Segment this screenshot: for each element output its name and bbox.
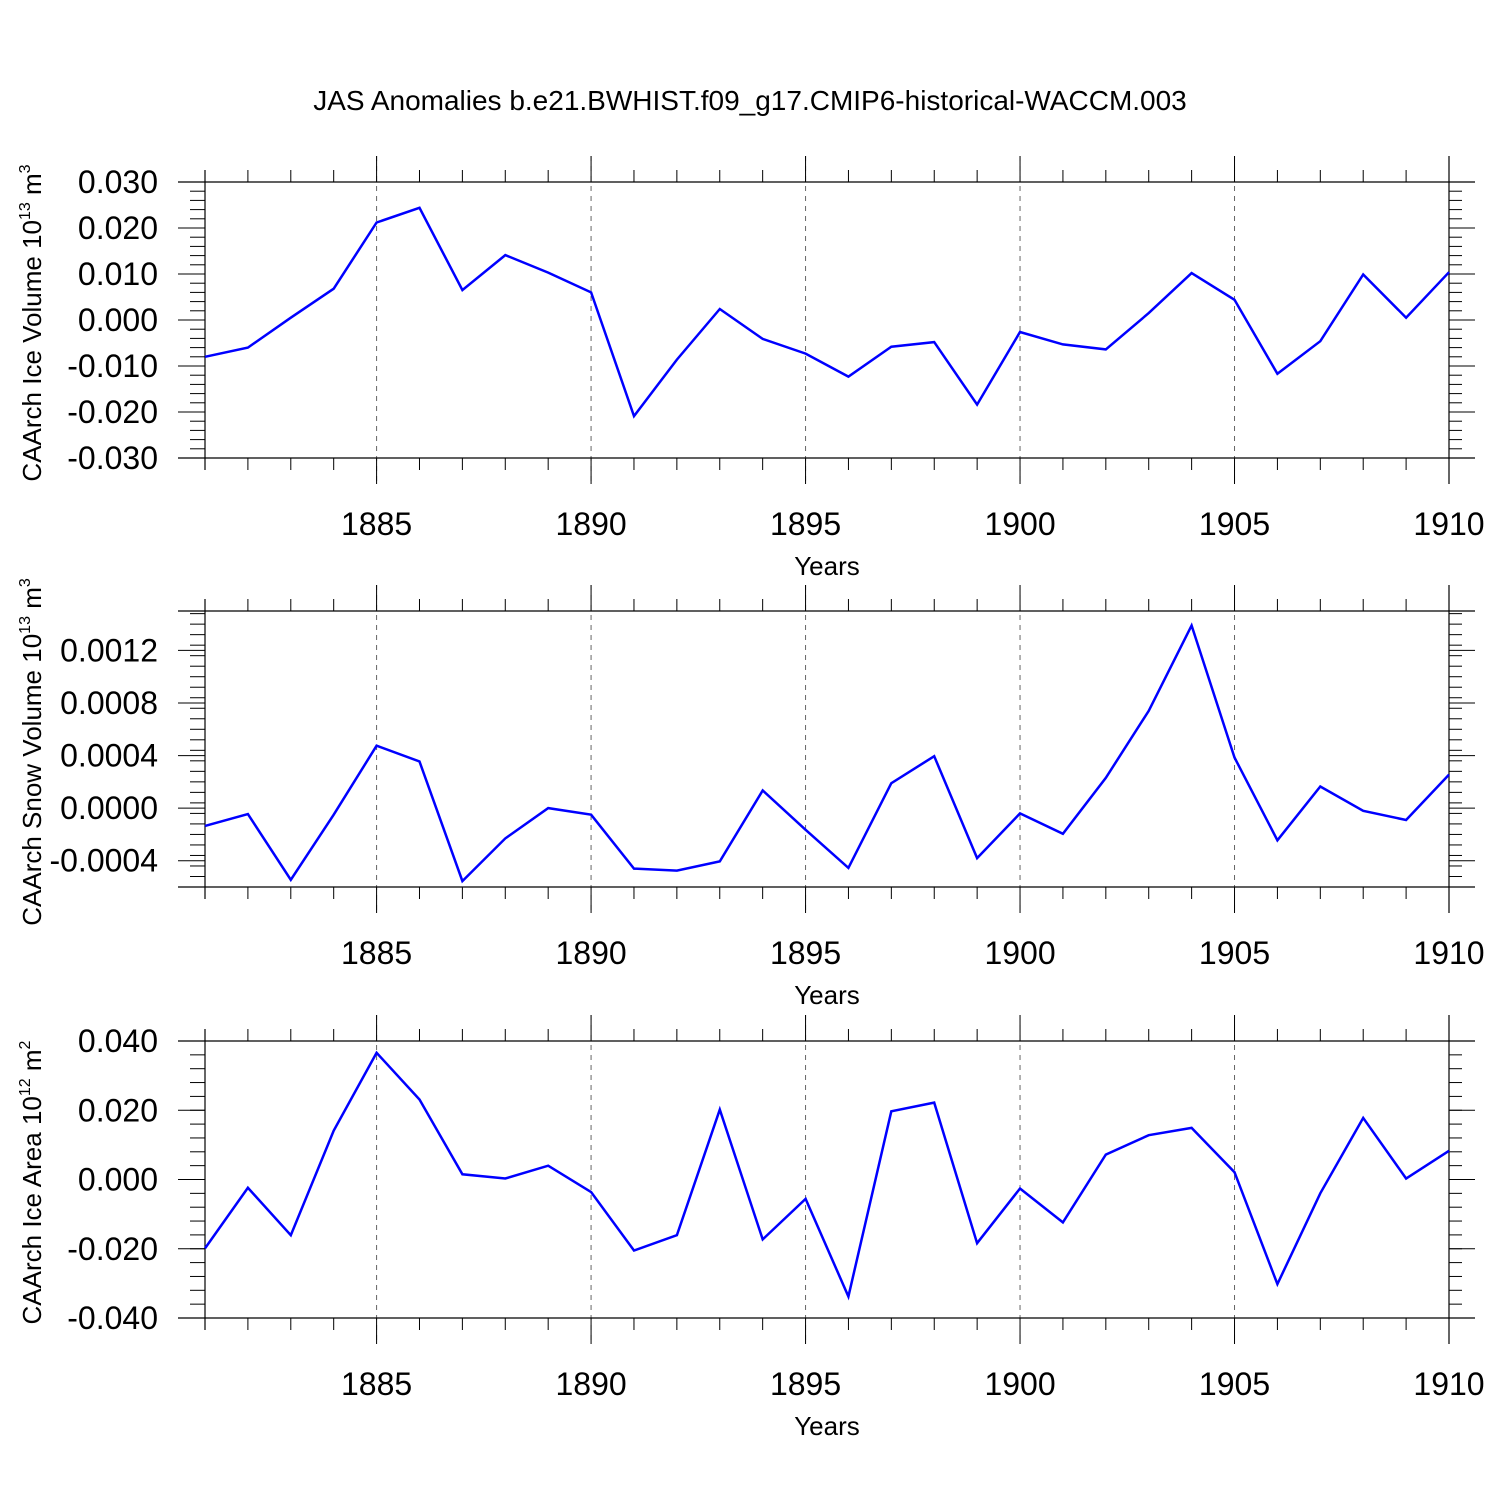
y-tick-label: 0.0008 (60, 685, 158, 721)
panel-2: -0.0004 0.0000 0.0004 0.0008 0.0012 1885 1890 1… (17, 578, 1485, 1010)
x-tick-label: 1905 (1199, 1366, 1270, 1402)
x-tick-label: 1895 (770, 935, 841, 971)
y-tick-label: 0.0004 (60, 738, 158, 774)
series-line (204, 206, 1450, 419)
x-tick-label: 1885 (341, 935, 412, 971)
y-tick-label: -0.010 (67, 348, 158, 384)
y-tick-label: -0.020 (67, 394, 158, 430)
y-tick-label: 0.0000 (60, 790, 158, 826)
x-axis-label: Years (794, 980, 860, 1010)
y-tick-label: 0.000 (78, 1162, 158, 1198)
y-axis-label: CAArch Ice Volume 1013 m3 (17, 164, 47, 481)
x-tick-label: 1905 (1199, 935, 1270, 971)
y-tick-label: 0.040 (78, 1023, 158, 1059)
x-tick-label: 1900 (984, 506, 1055, 542)
y-tick-label: -0.030 (67, 440, 158, 476)
series-line (203, 1050, 1450, 1301)
y-tick-label: 0.000 (78, 302, 158, 338)
x-tick-label: 1910 (1413, 935, 1484, 971)
x-tick-label: 1910 (1413, 506, 1484, 542)
y-axis-label: CAArch Ice Area 1012 m2 (17, 1040, 47, 1324)
y-tick-label: 0.0012 (60, 632, 158, 668)
x-axis-label: Years (794, 551, 860, 581)
x-tick-label: 1885 (341, 506, 412, 542)
x-axis-label: Years (794, 1411, 860, 1441)
y-axis-label: CAArch Snow Volume 1013 m3 (17, 578, 47, 926)
x-tick-label: 1910 (1413, 1366, 1484, 1402)
y-tick-label: 0.010 (78, 256, 158, 292)
y-tick-label: 0.020 (78, 210, 158, 246)
x-tick-label: 1890 (555, 935, 626, 971)
y-tick-label: 0.020 (78, 1092, 158, 1128)
y-tick-label: -0.040 (67, 1300, 158, 1336)
x-tick-label: 1885 (341, 1366, 412, 1402)
series-line (204, 622, 1450, 884)
chart-title: JAS Anomalies b.e21.BWHIST.f09_g17.CMIP6… (313, 85, 1187, 116)
x-tick-label: 1890 (555, 1366, 626, 1402)
x-tick-label: 1895 (770, 1366, 841, 1402)
y-tick-label: 0.030 (78, 164, 158, 200)
panels: -0.030 -0.020 -0.010 0.000 0.010 0.020 0.030 18… (17, 156, 1485, 1441)
x-tick-label: 1900 (984, 1366, 1055, 1402)
x-tick-label: 1905 (1199, 506, 1270, 542)
panel-3: -0.040 -0.020 0.000 0.020 0.040 1885 1890 1895 1… (17, 1015, 1485, 1441)
x-tick-label: 1895 (770, 506, 841, 542)
x-tick-label: 1890 (555, 506, 626, 542)
x-tick-label: 1900 (984, 935, 1055, 971)
panel-1: -0.030 -0.020 -0.010 0.000 0.010 0.020 0.030 18… (17, 156, 1485, 581)
y-tick-label: -0.020 (67, 1231, 158, 1267)
y-tick-label: -0.0004 (49, 843, 158, 879)
